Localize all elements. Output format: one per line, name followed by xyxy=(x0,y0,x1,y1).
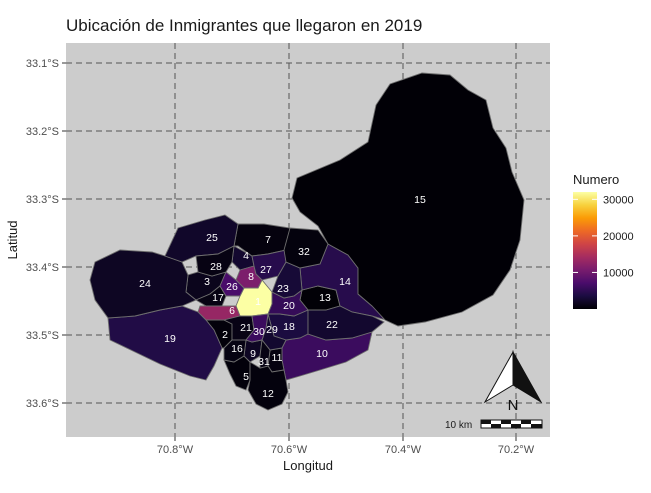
y-axis-ticks: 33.1°S 33.2°S 33.3°S 33.4°S 33.5°S 33.6°S xyxy=(26,58,66,410)
scale-bar-segment xyxy=(491,424,501,428)
region-label-2: 2 xyxy=(222,329,228,341)
scale-bar-label: 10 km xyxy=(445,420,472,431)
map-title: Ubicación de Inmigrantes que llegaron en… xyxy=(66,16,422,35)
region-label-16: 16 xyxy=(231,343,243,355)
x-tick-label: 70.4°W xyxy=(385,444,422,456)
region-label-8: 8 xyxy=(248,271,254,283)
y-tick-label: 33.1°S xyxy=(26,58,59,70)
y-axis-label: Latitud xyxy=(5,220,20,259)
north-arrow: N xyxy=(483,350,543,414)
region-label-27: 27 xyxy=(260,264,272,276)
region-label-13: 13 xyxy=(319,292,331,304)
legend: Numero 30000 20000 10000 xyxy=(573,172,634,309)
region-30 xyxy=(245,313,269,343)
legend-ticks: 30000 20000 10000 xyxy=(573,194,634,279)
region-28 xyxy=(195,245,235,277)
region-label-15: 15 xyxy=(414,194,426,206)
region-15 xyxy=(291,72,525,327)
region-24 xyxy=(89,249,197,319)
region-label-19: 19 xyxy=(164,333,176,345)
legend-title: Numero xyxy=(573,172,619,187)
region-label-29: 29 xyxy=(266,324,278,336)
y-tick-label: 33.5°S xyxy=(26,330,59,342)
y-tick-label: 33.2°S xyxy=(26,126,59,138)
region-label-6: 6 xyxy=(229,305,235,317)
region-label-24: 24 xyxy=(139,278,151,290)
north-arrow-right-half xyxy=(512,350,543,404)
y-tick-label: 33.4°S xyxy=(26,262,59,274)
region-label-5: 5 xyxy=(243,371,249,383)
region-label-28: 28 xyxy=(210,261,222,273)
scale-bar-segment xyxy=(501,420,511,424)
region-label-11: 11 xyxy=(272,352,283,364)
region-label-7: 7 xyxy=(265,234,271,246)
y-tick-label: 33.3°S xyxy=(26,194,59,206)
scale-bar-segment xyxy=(531,424,542,428)
region-label-26: 26 xyxy=(226,281,238,293)
region-label-14: 14 xyxy=(339,276,351,288)
region-label-20: 20 xyxy=(283,300,295,312)
scale-bar-segment xyxy=(511,424,521,428)
region-label-22: 22 xyxy=(326,319,338,331)
legend-tick-label: 10000 xyxy=(603,267,634,279)
region-label-31: 31 xyxy=(258,356,270,368)
scale-bar-segment xyxy=(481,420,491,424)
x-axis-label: Longitud xyxy=(283,458,333,473)
region-label-30: 30 xyxy=(253,326,265,338)
region-label-12: 12 xyxy=(262,388,274,400)
north-label: N xyxy=(508,397,519,414)
legend-colorbar xyxy=(573,192,597,309)
y-tick-label: 33.6°S xyxy=(26,398,59,410)
region-label-17: 17 xyxy=(212,292,224,304)
region-27 xyxy=(251,249,287,281)
scale-bar-segment xyxy=(521,420,531,424)
x-axis-ticks: 70.8°W 70.6°W 70.4°W 70.2°W xyxy=(157,437,535,456)
region-label-3: 3 xyxy=(204,276,210,288)
region-label-25: 25 xyxy=(206,232,218,244)
region-32 xyxy=(283,227,329,269)
region-label-9: 9 xyxy=(250,348,256,360)
region-label-4: 4 xyxy=(243,250,249,262)
regions-layer xyxy=(89,72,525,411)
region-label-23: 23 xyxy=(277,283,289,295)
region-label-1: 1 xyxy=(255,296,261,308)
region-31 xyxy=(259,338,271,369)
region-label-18: 18 xyxy=(283,321,295,333)
region-22 xyxy=(307,305,385,341)
x-tick-label: 70.2°W xyxy=(498,444,535,456)
legend-tick-label: 20000 xyxy=(603,231,634,243)
region-label-32: 32 xyxy=(298,246,310,258)
legend-tick-label: 30000 xyxy=(603,194,634,206)
scale-bar: 10 km xyxy=(445,419,543,431)
x-tick-label: 70.6°W xyxy=(271,444,308,456)
region-label-21: 21 xyxy=(240,322,252,334)
x-tick-label: 70.8°W xyxy=(157,444,194,456)
region-label-10: 10 xyxy=(316,348,328,360)
